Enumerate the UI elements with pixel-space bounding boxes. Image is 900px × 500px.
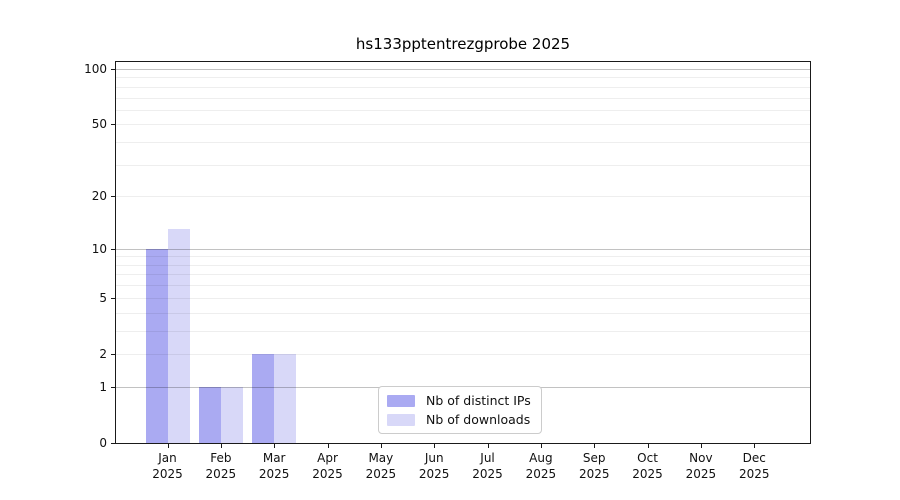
legend-item-distinct-ips: Nb of distinct IPs <box>387 393 531 408</box>
y-axis-tick <box>111 69 115 70</box>
x-axis-tick <box>220 444 222 448</box>
x-tick-label: Mar 2025 <box>258 451 290 481</box>
legend: Nb of distinct IPs Nb of downloads <box>378 386 542 434</box>
x-axis-tick <box>700 444 702 448</box>
legend-label-downloads: Nb of downloads <box>426 412 531 427</box>
gridline-minor <box>116 274 810 276</box>
bar-distinct-ips <box>145 248 168 443</box>
y-axis-tick <box>111 443 115 444</box>
x-tick-label: Jan 2025 <box>152 451 183 481</box>
y-tick-label: 0 <box>99 436 107 450</box>
x-tick-label: Aug 2025 <box>525 451 557 481</box>
bar-downloads <box>167 229 190 443</box>
bar-distinct-ips <box>198 386 221 443</box>
y-tick-label: 2 <box>99 346 107 361</box>
x-tick-label: Jul 2025 <box>472 451 503 481</box>
x-axis-tick <box>380 444 382 448</box>
x-axis-tick <box>274 444 276 448</box>
y-tick-label: 5 <box>99 290 107 305</box>
y-axis-tick <box>111 297 115 299</box>
gridline-minor <box>116 109 810 111</box>
y-axis-tick <box>111 248 115 250</box>
gridline-minor <box>116 285 810 287</box>
gridline-minor <box>116 353 810 355</box>
y-tick-label: 50 <box>91 117 107 132</box>
legend-label-distinct-ips: Nb of distinct IPs <box>426 393 531 408</box>
bar-downloads <box>274 353 297 443</box>
y-tick-label: 1 <box>99 379 107 394</box>
x-axis-tick <box>487 444 489 448</box>
y-tick-label: 100 <box>84 62 107 76</box>
gridline-major <box>116 248 810 250</box>
bar-downloads <box>220 386 243 443</box>
bar-distinct-ips <box>252 353 275 443</box>
gridline-minor <box>116 142 810 144</box>
gridline-minor <box>116 97 810 99</box>
legend-item-downloads: Nb of downloads <box>387 412 531 427</box>
x-axis-tick <box>594 444 596 448</box>
gridline-minor <box>116 256 810 258</box>
gridline-minor <box>116 330 810 332</box>
y-axis-tick <box>111 353 115 355</box>
gridline-minor <box>116 312 810 314</box>
x-tick-label: Sep 2025 <box>578 451 610 481</box>
gridline-major <box>116 69 810 70</box>
chart-title: hs133pptentrezgprobe 2025 <box>355 35 571 53</box>
x-tick-label: Jun 2025 <box>418 451 450 481</box>
x-tick-label: May 2025 <box>365 451 397 481</box>
gridline-minor <box>116 196 810 198</box>
x-axis-tick <box>327 444 329 448</box>
gridline-minor <box>116 297 810 299</box>
y-tick-label: 20 <box>91 189 107 204</box>
x-axis-tick <box>754 444 756 448</box>
plot-area <box>115 61 811 444</box>
gridline-minor <box>116 77 810 79</box>
x-tick-label: Dec 2025 <box>738 451 770 481</box>
gridline-minor <box>116 164 810 166</box>
x-tick-label: Apr 2025 <box>312 451 343 481</box>
x-axis-tick <box>647 444 649 448</box>
x-axis-tick <box>167 444 169 448</box>
y-axis-tick <box>111 386 115 388</box>
x-axis-tick <box>434 444 436 448</box>
x-tick-label: Feb 2025 <box>205 451 237 481</box>
x-tick-label: Nov 2025 <box>685 451 717 481</box>
legend-swatch-downloads <box>387 413 415 426</box>
x-tick-label: Oct 2025 <box>632 451 663 481</box>
legend-swatch-distinct-ips <box>387 394 415 407</box>
gridline-minor <box>116 124 810 126</box>
gridline-minor <box>116 264 810 266</box>
y-axis-tick <box>111 124 115 126</box>
y-axis-tick <box>111 196 115 198</box>
x-axis-tick <box>540 444 542 448</box>
gridline-minor <box>116 86 810 88</box>
y-tick-label: 10 <box>91 241 107 256</box>
